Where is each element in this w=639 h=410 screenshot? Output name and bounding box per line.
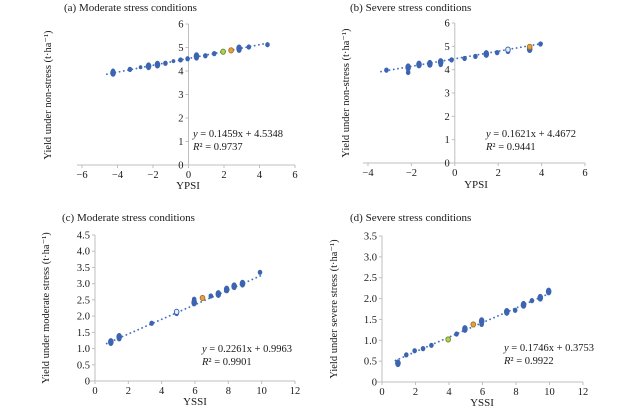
- svg-text:12: 12: [290, 386, 301, 397]
- svg-text:1.5: 1.5: [77, 328, 90, 339]
- svg-text:6: 6: [178, 20, 183, 31]
- equation-text: y = 0.1746x + 0.3753: [504, 343, 595, 354]
- svg-text:−6: −6: [76, 170, 87, 181]
- svg-text:4: 4: [446, 387, 452, 398]
- x-axis-label: YSSI: [183, 396, 207, 408]
- svg-text:2: 2: [126, 386, 131, 397]
- svg-text:4: 4: [539, 168, 545, 179]
- equation-text: y = 0.1621x + 4.4672: [486, 129, 577, 140]
- svg-text:2.0: 2.0: [77, 312, 90, 323]
- svg-text:8: 8: [513, 387, 518, 398]
- svg-text:3.0: 3.0: [77, 279, 90, 290]
- trendline-equation: y = 0.1746x + 0.3753 R² = 0.9922: [504, 342, 594, 368]
- svg-text:0: 0: [372, 378, 377, 389]
- svg-text:4.0: 4.0: [77, 247, 90, 258]
- svg-text:3: 3: [445, 89, 450, 100]
- y-axis-label: Yield under non-stress (t·ha⁻¹): [341, 28, 352, 158]
- r-squared-text: R² = 0.9922: [504, 356, 554, 367]
- r-squared-text: R² = 0.9441: [486, 142, 536, 153]
- svg-text:2: 2: [413, 387, 418, 398]
- svg-text:0: 0: [92, 386, 97, 397]
- svg-text:12: 12: [578, 387, 589, 398]
- svg-text:6: 6: [445, 19, 450, 30]
- panel-title: (d) Severe stress conditions: [350, 212, 472, 224]
- svg-text:2: 2: [178, 114, 183, 125]
- svg-text:4: 4: [178, 67, 184, 78]
- equation-text: y = 0.2261x + 0.9963: [202, 344, 293, 355]
- svg-text:0: 0: [85, 377, 90, 388]
- panel-b: −4 −2 0 2 4 6 0 1 2 3 4 5 6 (b) Severe stress condit…: [320, 0, 639, 205]
- svg-text:1.0: 1.0: [77, 344, 90, 355]
- y-axis-label: Yield under non-stress (t·ha⁻¹): [43, 30, 54, 160]
- svg-text:5: 5: [445, 42, 450, 53]
- svg-text:6: 6: [480, 387, 485, 398]
- svg-text:1.5: 1.5: [364, 315, 377, 326]
- svg-text:1.0: 1.0: [364, 336, 377, 347]
- svg-text:−4: −4: [112, 170, 124, 181]
- svg-text:−2: −2: [147, 170, 158, 181]
- svg-text:4: 4: [445, 65, 451, 76]
- svg-text:0.5: 0.5: [77, 360, 90, 371]
- x-axis-label: YPSI: [176, 180, 200, 192]
- svg-text:1: 1: [445, 135, 450, 146]
- scatter-plot-d: 0 2 4 6 8 10 12 0 0.5 1.0 1.5 2.0 2.5 3.0 3.5: [364, 232, 589, 399]
- svg-text:4: 4: [159, 386, 165, 397]
- svg-text:8: 8: [226, 386, 231, 397]
- scatter-plot-b: −4 −2 0 2 4 6 0 1 2 3 4 5 6: [362, 19, 587, 180]
- svg-text:3.5: 3.5: [77, 263, 90, 274]
- svg-text:10: 10: [544, 387, 555, 398]
- svg-text:2.5: 2.5: [77, 295, 90, 306]
- svg-text:0.5: 0.5: [364, 357, 377, 368]
- svg-text:0: 0: [178, 161, 183, 172]
- svg-text:4: 4: [257, 170, 263, 181]
- y-axis-label: Yield under moderate stress (t·ha⁻¹): [41, 232, 52, 384]
- trendline-equation: y = 0.1459x + 4.5348 R² = 0.9737: [193, 128, 283, 154]
- svg-text:0: 0: [186, 170, 191, 181]
- svg-text:6: 6: [582, 168, 587, 179]
- trendline-equation: y = 0.1621x + 4.4672 R² = 0.9441: [486, 128, 576, 154]
- svg-text:2: 2: [445, 112, 450, 123]
- svg-text:0: 0: [379, 387, 384, 398]
- svg-text:−4: −4: [362, 168, 374, 179]
- svg-text:3: 3: [178, 90, 183, 101]
- svg-text:4.5: 4.5: [77, 231, 90, 242]
- svg-text:0: 0: [445, 159, 450, 170]
- equation-text: y = 0.1459x + 4.5348: [193, 129, 284, 140]
- svg-text:6: 6: [292, 170, 297, 181]
- svg-text:2: 2: [221, 170, 226, 181]
- panel-title: (a) Moderate stress conditions: [64, 2, 197, 14]
- x-axis-label: YSSI: [470, 397, 494, 409]
- panel-title: (b) Severe stress conditions: [350, 2, 472, 14]
- x-axis-label: YPSI: [464, 179, 488, 191]
- svg-text:1: 1: [178, 137, 183, 148]
- svg-text:5: 5: [178, 43, 183, 54]
- svg-text:−2: −2: [406, 168, 417, 179]
- trendline-equation: y = 0.2261x + 0.9963 R² = 0.9901: [202, 343, 292, 369]
- panel-a: −6 −4 −2 0 2 4 6 0 1 2 3 4 5 6 (a) Moderate stress co…: [0, 0, 319, 205]
- svg-text:10: 10: [256, 386, 267, 397]
- panel-title: (c) Moderate stress conditions: [62, 212, 195, 224]
- panel-d: 0 2 4 6 8 10 12 0 0.5 1.0 1.5 2.0 2.5 3.0 3.5 (d) Seve…: [320, 205, 639, 410]
- svg-text:3.0: 3.0: [364, 252, 377, 263]
- svg-text:2: 2: [496, 168, 501, 179]
- y-axis-label: Yield under severe stress (t·ha⁻¹): [329, 239, 340, 379]
- svg-text:3.5: 3.5: [364, 232, 377, 243]
- svg-text:6: 6: [192, 386, 197, 397]
- panel-c: 0 2 4 6 8 10 12 0 0.5 1.0 1.5 2.0 2.5 3.0 3.5 4.0 4.5 (c…: [0, 205, 319, 410]
- svg-text:0: 0: [452, 168, 457, 179]
- r-squared-text: R² = 0.9901: [202, 357, 252, 368]
- scatter-plot-a: −6 −4 −2 0 2 4 6 0 1 2 3 4 5 6: [76, 20, 297, 182]
- svg-text:2.0: 2.0: [364, 294, 377, 305]
- scatter-plot-c: 0 2 4 6 8 10 12 0 0.5 1.0 1.5 2.0 2.5 3.0 3.5 4.0 4.5: [77, 231, 301, 398]
- svg-text:2.5: 2.5: [364, 273, 377, 284]
- r-squared-text: R² = 0.9737: [193, 142, 243, 153]
